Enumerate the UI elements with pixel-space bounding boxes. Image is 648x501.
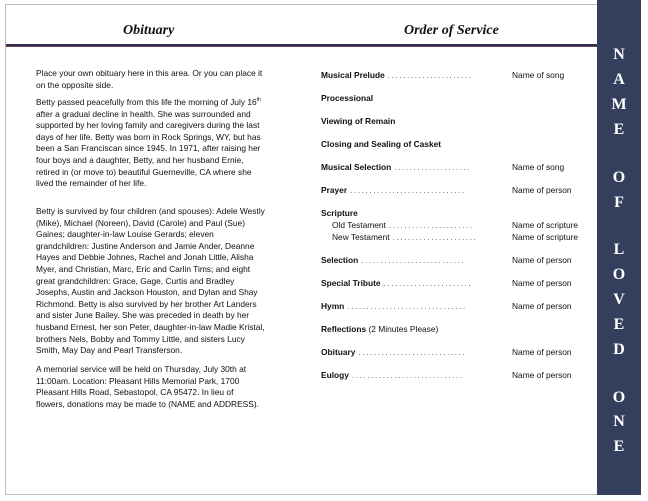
sidebar-letter: D bbox=[613, 341, 625, 358]
obituary-paragraph: Betty is survived by four children (and … bbox=[36, 206, 265, 356]
service-item: Processional bbox=[321, 93, 374, 103]
service-item: Reflections (2 Minutes Please) bbox=[321, 324, 439, 334]
service-item: Obituary. . . . . . . . . . . . . . . . … bbox=[321, 347, 465, 357]
service-item: Old Testament. . . . . . . . . . . . . .… bbox=[332, 220, 472, 230]
service-item: Viewing of Remain bbox=[321, 116, 396, 126]
sidebar-letter: O bbox=[612, 169, 626, 186]
header-rule bbox=[6, 44, 597, 47]
sidebar-letter: N bbox=[613, 46, 625, 63]
service-item-value: Name of song bbox=[512, 70, 565, 80]
sidebar-letter: V bbox=[613, 291, 625, 308]
sidebar-letter: N bbox=[613, 413, 625, 430]
service-item: Eulogy. . . . . . . . . . . . . . . . . … bbox=[321, 370, 462, 380]
service-item-value: Name of song bbox=[512, 162, 565, 172]
obituary-paragraph: Place your own obituary here in this are… bbox=[36, 68, 263, 90]
service-item-value: Name of person bbox=[512, 185, 572, 195]
service-item-value: Name of person bbox=[512, 301, 572, 311]
sidebar-letter: O bbox=[612, 389, 626, 406]
sidebar-letter: M bbox=[611, 96, 627, 113]
service-item: Prayer. . . . . . . . . . . . . . . . . … bbox=[321, 185, 464, 195]
obituary-heading: Obituary bbox=[123, 23, 175, 38]
sidebar-letter: A bbox=[613, 71, 625, 88]
service-item-value: Name of person bbox=[512, 278, 572, 288]
service-item: Scripture bbox=[321, 208, 358, 218]
sidebar-letter: L bbox=[613, 241, 625, 258]
service-item: New Testament. . . . . . . . . . . . . .… bbox=[332, 232, 476, 242]
service-item: Special Tribute. . . . . . . . . . . . .… bbox=[321, 278, 471, 288]
service-item: Selection. . . . . . . . . . . . . . . .… bbox=[321, 255, 464, 265]
obituary-paragraph: A memorial service will be held on Thurs… bbox=[36, 364, 259, 409]
service-item-value: Name of person bbox=[512, 347, 572, 357]
obituary-paragraph: Betty passed peacefully from this life t… bbox=[36, 97, 261, 189]
service-item-value: Name of scripture bbox=[512, 220, 579, 230]
service-heading: Order of Service bbox=[404, 23, 499, 38]
service-item-value: Name of scripture bbox=[512, 232, 579, 242]
sidebar-letter: E bbox=[613, 438, 625, 455]
service-item: Musical Selection. . . . . . . . . . . .… bbox=[321, 162, 470, 172]
service-item: Closing and Sealing of Casket bbox=[321, 139, 442, 149]
service-item: Musical Prelude. . . . . . . . . . . . .… bbox=[321, 70, 471, 80]
service-item: Hymn. . . . . . . . . . . . . . . . . . … bbox=[321, 301, 465, 311]
sidebar-letter: O bbox=[612, 266, 626, 283]
sidebar-letter: F bbox=[614, 194, 624, 211]
service-item-value: Name of person bbox=[512, 370, 572, 380]
sidebar-letter: E bbox=[613, 121, 625, 138]
service-item-value: Name of person bbox=[512, 255, 572, 265]
sidebar-letter: E bbox=[613, 316, 625, 333]
